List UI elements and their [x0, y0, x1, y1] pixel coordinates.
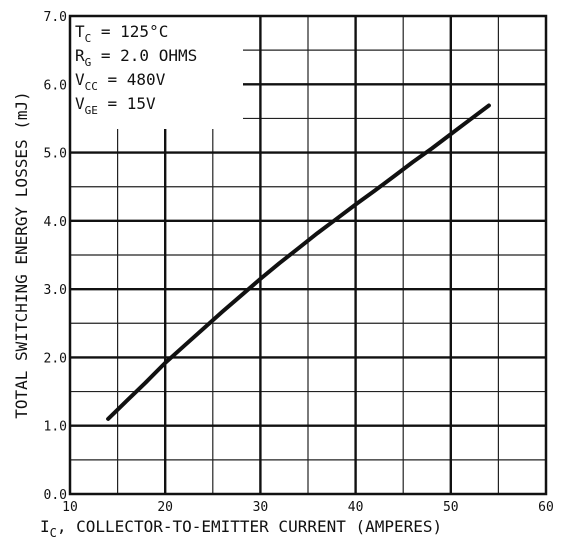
y-tick-label: 5.0 — [44, 147, 67, 162]
condition-subscript: C — [85, 32, 92, 45]
condition-value: = 15V — [98, 94, 156, 113]
x-axis-label-sub: C — [50, 526, 57, 540]
series-line — [106, 103, 491, 421]
condition-line: RG = 2.0 OHMS — [75, 46, 197, 69]
y-tick-label: 4.0 — [44, 215, 67, 230]
x-tick-label: 30 — [253, 500, 269, 515]
condition-line: VGE = 15V — [75, 94, 156, 117]
condition-subscript: G — [85, 56, 92, 69]
x-axis-label: IC, COLLECTOR-TO-EMITTER CURRENT (AMPERE… — [40, 517, 442, 540]
conditions-panel — [71, 17, 243, 129]
x-tick-label: 20 — [157, 500, 173, 515]
condition-line: VCC = 480V — [75, 70, 166, 93]
x-tick-label: 50 — [443, 500, 459, 515]
x-axis-label-rest: , COLLECTOR-TO-EMITTER CURRENT (AMPERES) — [57, 517, 442, 536]
condition-symbol: V — [75, 94, 85, 113]
condition-symbol: R — [75, 46, 85, 65]
major-grid — [70, 16, 546, 494]
y-tick-labels: 0.0 1.0 2.0 3.0 4.0 5.0 6.0 7.0 — [44, 10, 67, 503]
x-tick-label: 60 — [538, 500, 554, 515]
series-layer — [106, 103, 491, 421]
condition-value: = 2.0 OHMS — [91, 46, 197, 65]
condition-symbol: V — [75, 70, 85, 89]
y-tick-label: 7.0 — [44, 10, 67, 25]
y-tick-label: 0.0 — [44, 488, 67, 503]
condition-symbol: T — [75, 22, 85, 41]
condition-line: TC = 125°C — [75, 22, 168, 45]
plot-frame — [68, 14, 548, 496]
condition-value: = 480V — [98, 70, 166, 89]
x-tick-labels: 10 20 30 40 50 60 — [62, 500, 554, 515]
x-tick-label: 40 — [348, 500, 364, 515]
x-axis-label-main: I — [40, 517, 50, 536]
condition-value: = 125°C — [91, 22, 168, 41]
y-tick-label: 1.0 — [44, 420, 67, 435]
x-tick-label: 10 — [62, 500, 78, 515]
y-tick-label: 6.0 — [44, 78, 67, 93]
y-tick-label: 2.0 — [44, 351, 67, 366]
condition-subscript: CC — [85, 80, 98, 93]
condition-subscript: GE — [85, 104, 98, 117]
y-axis-label: TOTAL SWITCHING ENERGY LOSSES (mJ) — [12, 91, 31, 419]
y-tick-label: 3.0 — [44, 283, 67, 298]
